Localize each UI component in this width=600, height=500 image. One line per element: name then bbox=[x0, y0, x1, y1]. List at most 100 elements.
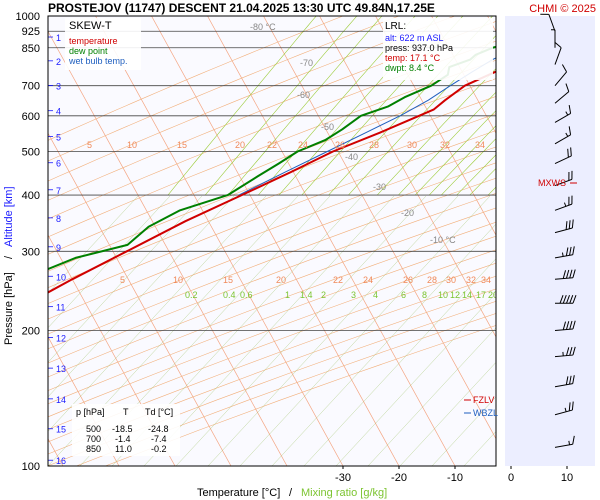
isotherm-label: 34 bbox=[481, 275, 491, 285]
wind-barb-flag bbox=[565, 376, 569, 385]
wind-barb-flag bbox=[569, 346, 573, 356]
isotherm-label: 32 bbox=[466, 275, 476, 285]
wind-barb-flag bbox=[559, 295, 564, 304]
wind-barb-staff bbox=[554, 91, 570, 104]
temperature-label: -40 bbox=[345, 152, 358, 162]
mixing-ratio-label: 20 bbox=[488, 290, 498, 300]
temperature-label: -30 bbox=[373, 182, 386, 192]
lrl-alt: alt: 622 m ASL bbox=[385, 33, 444, 43]
isotherm-line bbox=[151, 16, 400, 466]
mixing-ratio-label: 0.4 bbox=[223, 290, 236, 300]
wind-barb bbox=[554, 41, 562, 65]
wind-barbs bbox=[540, 13, 577, 448]
altitude-tick-label: 13 bbox=[56, 364, 66, 374]
moist-adiabat-line bbox=[48, 195, 235, 398]
altitude-tick-label: 9 bbox=[56, 243, 61, 253]
wind-barb-flag bbox=[572, 246, 575, 255]
isotherm-label: 24 bbox=[298, 140, 308, 150]
temperature-tick-label: -10 bbox=[447, 472, 463, 484]
moist-adiabat-line bbox=[271, 223, 496, 466]
pressure-tick-label: 600 bbox=[22, 111, 40, 123]
isotherm-label: 10 bbox=[173, 275, 183, 285]
dry-adiabat-line bbox=[48, 146, 496, 320]
isotherm-label: 26 bbox=[335, 140, 345, 150]
temperature-tick-label: 0 bbox=[508, 472, 514, 484]
table-cell: -24.8 bbox=[148, 424, 169, 434]
wind-barb-staff bbox=[554, 47, 562, 65]
temperature-label: -60 bbox=[297, 90, 310, 100]
table-cell: 11.0 bbox=[115, 444, 132, 454]
wind-barb-flag bbox=[572, 346, 576, 356]
wind-barb-flag bbox=[572, 295, 577, 304]
pressure-tick-label: 500 bbox=[22, 146, 40, 158]
mixing-ratio-label: 1.4 bbox=[300, 290, 313, 300]
altitude-tick-label: 15 bbox=[56, 425, 66, 435]
wind-barb-half bbox=[565, 111, 569, 116]
isotherm-label: 5 bbox=[120, 275, 125, 285]
moist-adiabat-line bbox=[239, 195, 491, 466]
legend-dewpoint: dew point bbox=[69, 46, 108, 56]
mixing-ratio-label: 6 bbox=[401, 290, 406, 300]
isotherm-label: 22 bbox=[333, 275, 343, 285]
table-cell: 700 bbox=[86, 434, 101, 444]
dry-adiabat-line bbox=[48, 78, 496, 255]
altitude-tick-label: 16 bbox=[56, 456, 66, 466]
isotherm-label: 34 bbox=[475, 140, 485, 150]
dry-adiabat-line bbox=[48, 207, 496, 378]
wind-barb-flag bbox=[568, 126, 572, 135]
wind-barb-flag bbox=[568, 104, 572, 114]
lrl-title: LRL: bbox=[385, 21, 406, 32]
wind-barb bbox=[554, 375, 575, 388]
moist-adiabat-line bbox=[48, 195, 139, 294]
wind-barb bbox=[554, 83, 570, 104]
temperature-label: -80 °C bbox=[250, 22, 276, 32]
wind-barb bbox=[554, 170, 573, 187]
data-table: p [hPa] T Td [°C] 500 -18.5 -24.8 700 -1… bbox=[72, 404, 180, 456]
dry-adiabat-line bbox=[48, 162, 496, 335]
wind-barb-half bbox=[563, 202, 567, 207]
pressure-tick-label: 200 bbox=[22, 326, 40, 338]
moist-adiabat-line bbox=[303, 258, 496, 466]
dry-adiabat-line bbox=[48, 235, 496, 405]
wind-barb-staff bbox=[554, 71, 567, 87]
moist-adiabat-line bbox=[207, 195, 459, 466]
wind-barb-flag bbox=[569, 246, 572, 256]
temperature-tick-label: -20 bbox=[391, 472, 407, 484]
table-cell: -1.4 bbox=[115, 434, 131, 444]
wind-barb-flag bbox=[569, 295, 574, 304]
altitude-tick-label: 11 bbox=[56, 303, 65, 313]
pressure-tick-label: 925 bbox=[22, 26, 40, 38]
wind-barb-flag bbox=[568, 220, 571, 229]
mixing-ratio-label: 10 bbox=[438, 290, 448, 300]
wind-barb-flag bbox=[572, 269, 576, 278]
temperature-label: -50 bbox=[321, 122, 334, 132]
table-header-t: T bbox=[123, 407, 129, 417]
wind-panel bbox=[505, 16, 595, 466]
mixing-ratio-label: 0.6 bbox=[240, 290, 253, 300]
pressure-tick-label: 300 bbox=[22, 246, 40, 258]
wind-barb bbox=[554, 320, 576, 332]
wind-barb-flag bbox=[572, 435, 575, 445]
chart-title: PROSTEJOV (11747) DESCENT 21.04.2025 13:… bbox=[48, 1, 435, 15]
mixing-ratio-label: 4 bbox=[373, 290, 378, 300]
wind-barb-flag bbox=[562, 321, 567, 330]
altitude-tick-label: 14 bbox=[56, 395, 66, 405]
isotherm-line bbox=[48, 132, 232, 466]
dry-adiabat-line bbox=[48, 275, 496, 443]
temperature-label: -70 bbox=[300, 58, 313, 68]
wind-barb-flag bbox=[569, 269, 573, 279]
altitude-tick-label: 2 bbox=[56, 57, 61, 67]
wind-barb-flag bbox=[561, 64, 568, 73]
pressure-tick-label: 1000 bbox=[16, 11, 40, 23]
wind-barb-flag bbox=[554, 41, 562, 49]
isotherm-label: 10 bbox=[127, 140, 137, 150]
x-axis-label-temp: Temperature [°C] bbox=[197, 487, 280, 499]
wbzl-label: WBZL bbox=[473, 408, 498, 418]
pressure-tick-label: 400 bbox=[22, 190, 40, 202]
y-axis-label-pres: Pressure [hPa] bbox=[3, 272, 15, 345]
dry-adiabat-line bbox=[48, 262, 496, 430]
wind-barb-flag bbox=[565, 321, 570, 330]
dry-adiabat-line bbox=[48, 221, 496, 391]
wind-barb-flag bbox=[566, 295, 570, 304]
wind-barb-half bbox=[565, 132, 569, 137]
